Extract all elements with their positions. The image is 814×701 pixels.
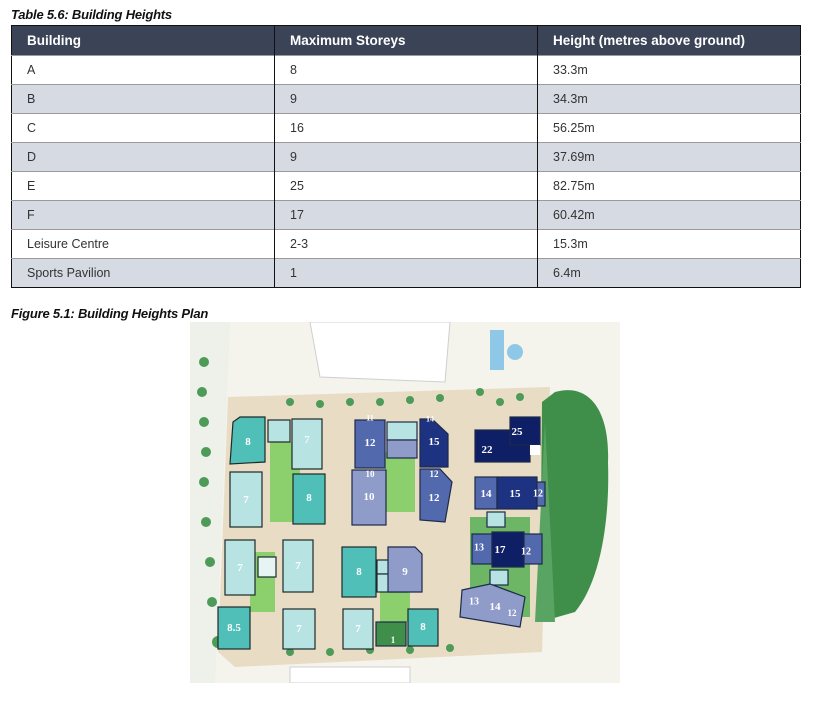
label-e4: 14 — [426, 415, 434, 424]
cell-storeys: 17 — [274, 200, 538, 230]
label-c4: 8 — [356, 566, 362, 578]
cell-storeys: 9 — [274, 142, 538, 172]
label-r3: 12 — [533, 489, 543, 500]
label-e2: 12 — [430, 469, 440, 479]
table-row: B 9 34.3m — [11, 84, 801, 114]
cell-storeys: 1 — [274, 258, 538, 288]
building-heights-plan: 8 7 7 8 7 7 8.5 7 7 12 10 10 8 9 8 1 15 … — [190, 322, 620, 683]
label-w8: 7 — [296, 623, 302, 635]
cell-storeys: 8 — [274, 55, 538, 85]
label-w6: 7 — [295, 560, 301, 572]
table-row: E 25 82.75m — [11, 171, 801, 201]
cell-height: 60.42m — [537, 200, 801, 230]
label-e3: 12 — [429, 492, 441, 504]
cell-building: F — [11, 200, 275, 230]
label-w2: 7 — [304, 434, 310, 446]
site-plan-image: 8 7 7 8 7 7 8.5 7 7 12 10 10 8 9 8 1 15 … — [190, 322, 620, 683]
cell-height: 56.25m — [537, 113, 801, 143]
label-t2: 14 — [490, 601, 502, 613]
cell-building: C — [11, 113, 275, 143]
cell-height: 34.3m — [537, 84, 801, 114]
cell-building: Leisure Centre — [11, 229, 275, 259]
cell-storeys: 9 — [274, 84, 538, 114]
building-heights-table: Building Maximum Storeys Height (metres … — [11, 25, 801, 288]
label-w7: 8.5 — [227, 622, 241, 634]
table-row: Leisure Centre 2-3 15.3m — [11, 229, 801, 259]
label-w3: 7 — [243, 494, 249, 506]
table-row: F 17 60.42m — [11, 200, 801, 230]
label-s1: 13 — [474, 543, 484, 554]
table-caption: Table 5.6: Building Heights — [11, 7, 172, 22]
cell-building: E — [11, 171, 275, 201]
cell-storeys: 2-3 — [274, 229, 538, 259]
cell-storeys: 25 — [274, 171, 538, 201]
cell-building: B — [11, 84, 275, 114]
cell-storeys: 16 — [274, 113, 538, 143]
cell-height: 15.3m — [537, 229, 801, 259]
cell-height: 6.4m — [537, 258, 801, 288]
label-r1: 14 — [481, 488, 493, 500]
column-header-storeys: Maximum Storeys — [274, 25, 538, 56]
cell-building: Sports Pavilion — [11, 258, 275, 288]
label-c7: 1 — [391, 635, 396, 645]
label-w9: 7 — [355, 623, 361, 635]
table-row: A 8 33.3m — [11, 55, 801, 85]
table-row: D 9 37.69m — [11, 142, 801, 172]
cell-building: A — [11, 55, 275, 85]
label-e1: 15 — [429, 436, 441, 448]
label-c6: 8 — [420, 621, 426, 633]
label-n2: 22 — [482, 444, 494, 456]
label-c2: 10 — [366, 469, 376, 479]
label-r2: 15 — [510, 488, 522, 500]
column-header-height: Height (metres above ground) — [537, 25, 801, 56]
figure-caption: Figure 5.1: Building Heights Plan — [11, 306, 209, 321]
label-n1: 25 — [512, 426, 524, 438]
table-header-row: Building Maximum Storeys Height (metres … — [11, 25, 801, 56]
table-row: C 16 56.25m — [11, 113, 801, 143]
label-c5: 9 — [402, 566, 408, 578]
label-w5: 7 — [237, 562, 243, 574]
label-w4: 8 — [306, 492, 312, 504]
column-header-building: Building — [11, 25, 275, 56]
table-row: Sports Pavilion 1 6.4m — [11, 258, 801, 288]
label-s2: 17 — [495, 544, 507, 556]
cell-height: 82.75m — [537, 171, 801, 201]
label-c3: 10 — [364, 491, 376, 503]
label-t3: 12 — [508, 608, 518, 618]
label-s3: 12 — [521, 547, 531, 558]
label-m1: 11 — [366, 414, 374, 423]
cell-height: 37.69m — [537, 142, 801, 172]
cell-building: D — [11, 142, 275, 172]
cell-height: 33.3m — [537, 55, 801, 85]
label-c1: 12 — [365, 437, 377, 449]
label-w1: 8 — [245, 436, 251, 448]
label-t1: 13 — [469, 597, 479, 608]
